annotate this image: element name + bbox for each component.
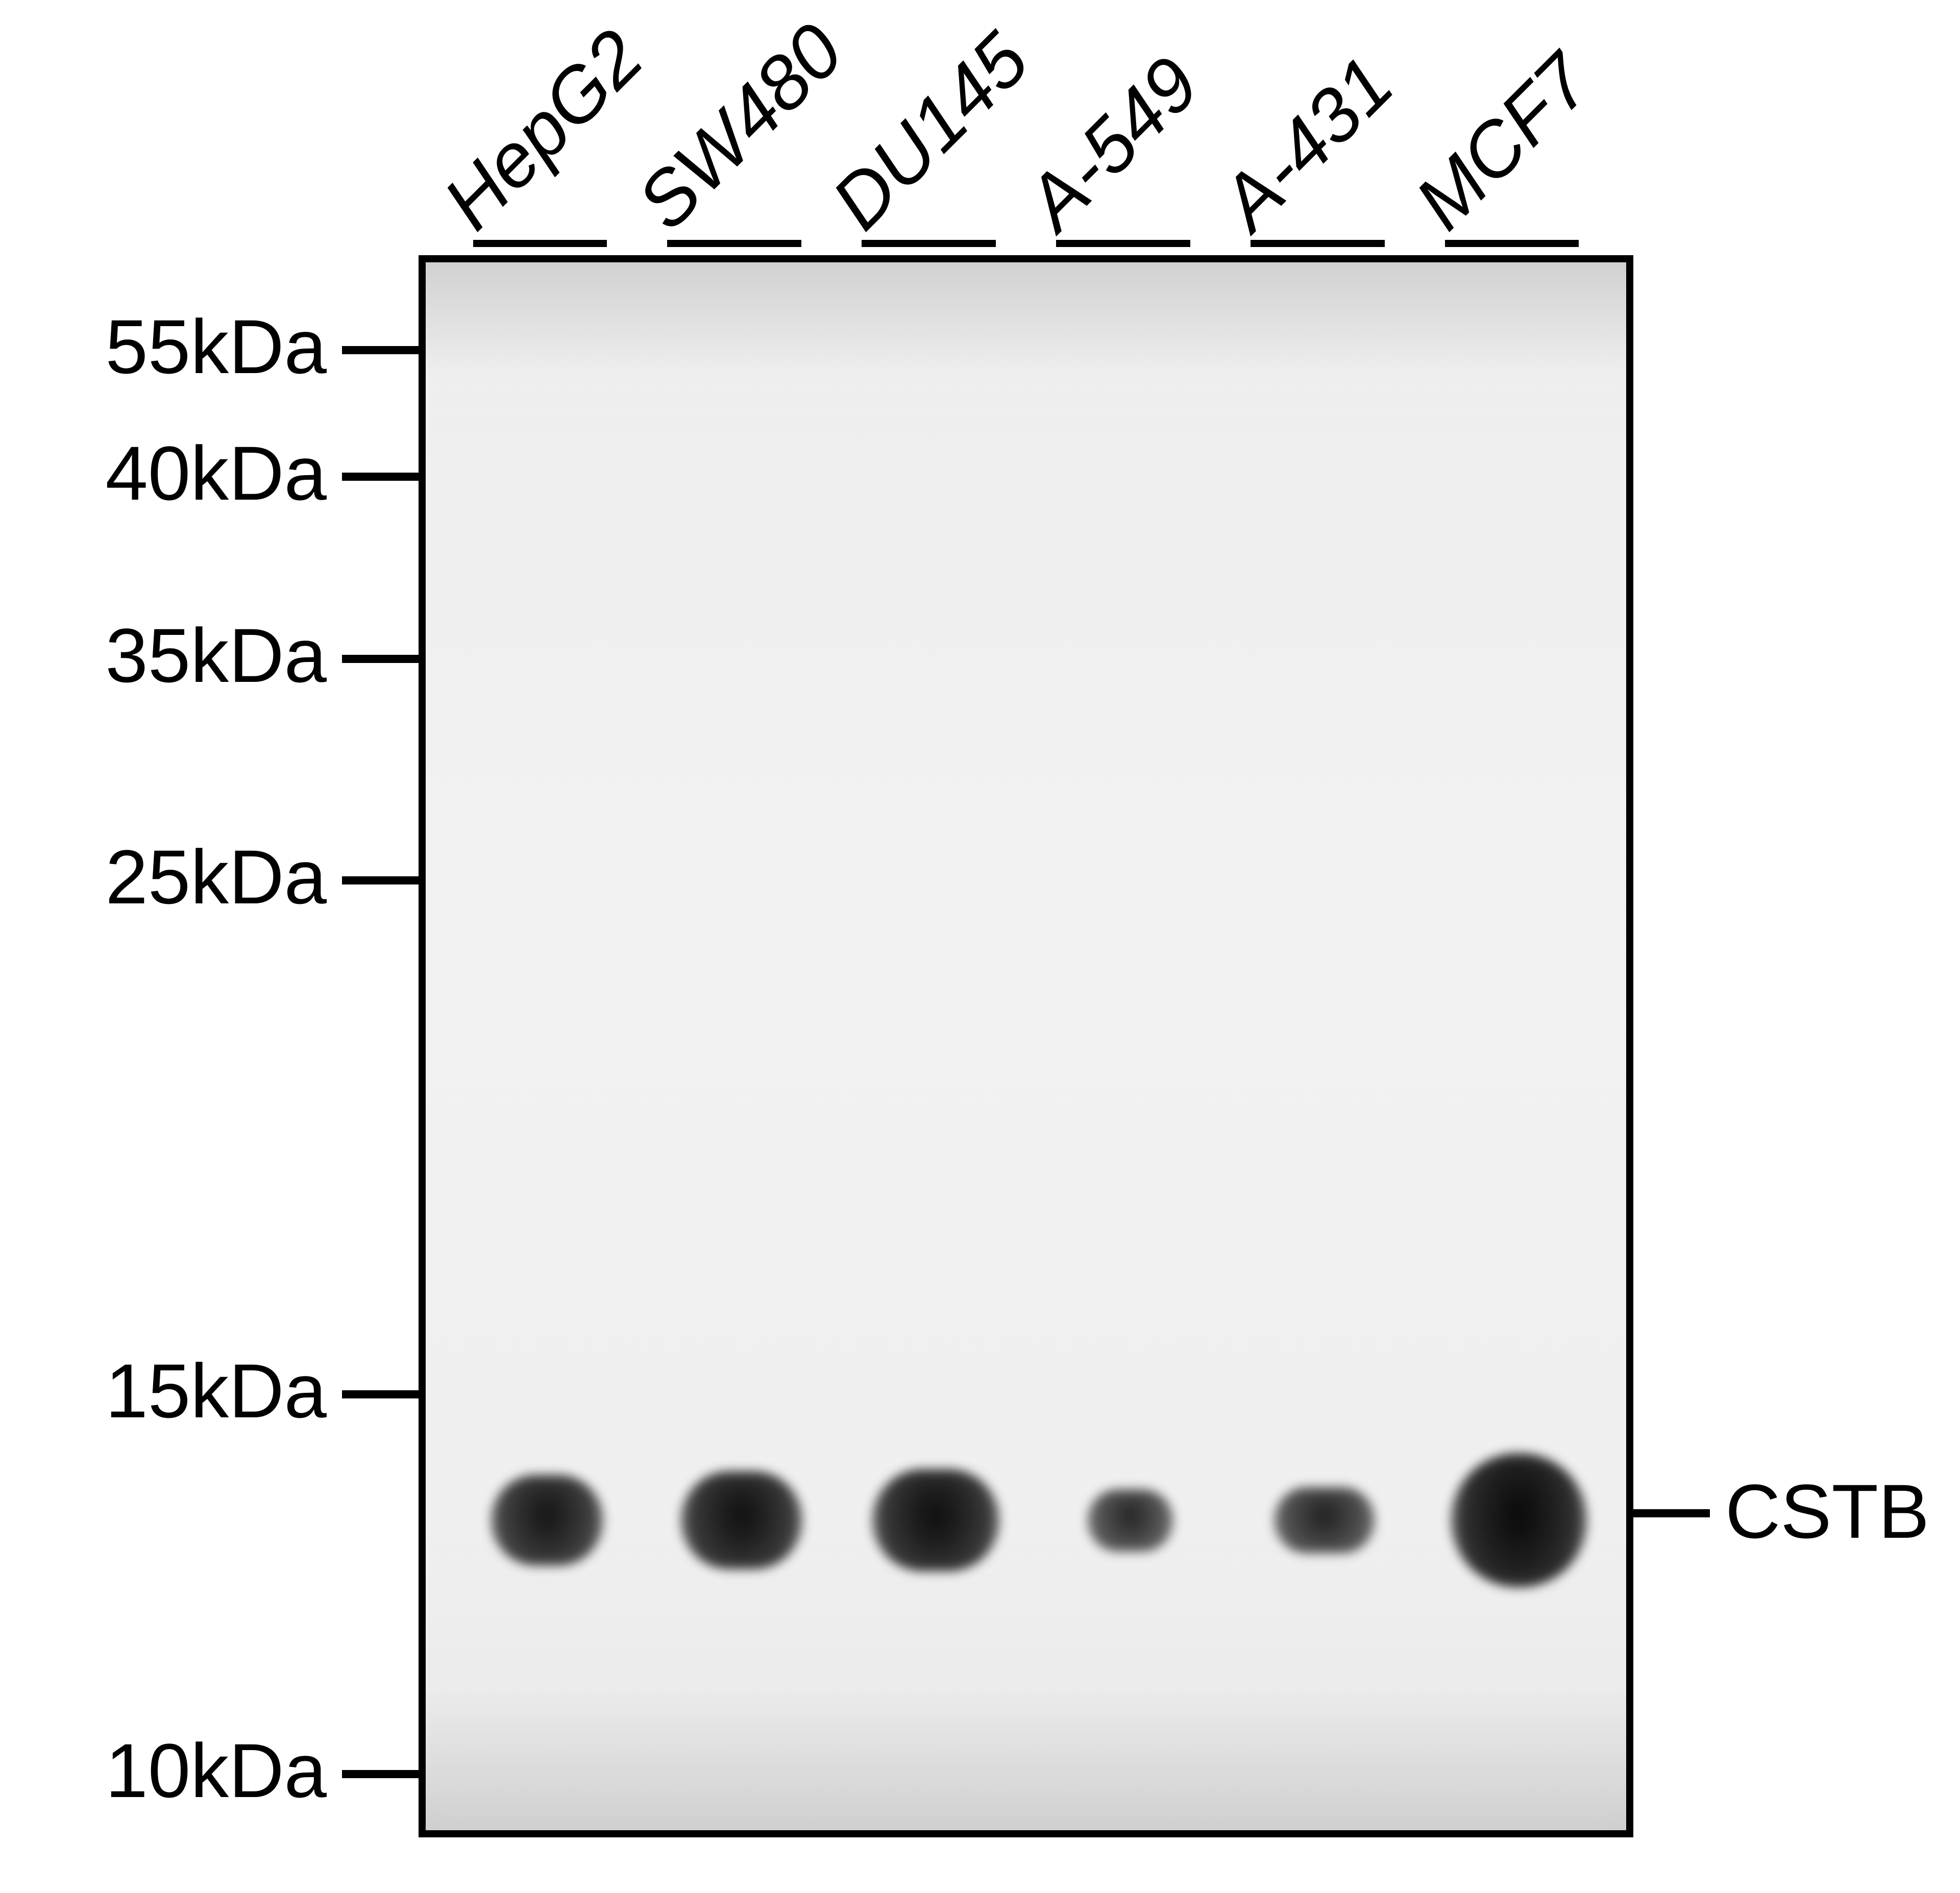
- mw-tick: [342, 1390, 419, 1398]
- mw-label: 25kDa: [105, 833, 327, 921]
- lane-label: A-431: [1203, 40, 1410, 247]
- band: [680, 1471, 803, 1569]
- mw-label: 10kDa: [105, 1727, 327, 1815]
- band: [1451, 1453, 1587, 1588]
- western-blot-figure: HepG2SW480DU145A-549A-431MCF7 55kDa 40kDa…: [0, 0, 1960, 1893]
- band: [1087, 1489, 1174, 1552]
- mw-tick: [342, 473, 419, 481]
- lane-label: SW480: [620, 7, 860, 247]
- mw-tick: [342, 876, 419, 884]
- target-tick: [1633, 1509, 1710, 1517]
- band: [1273, 1487, 1376, 1553]
- blot-background: [426, 262, 1626, 1830]
- band: [491, 1474, 604, 1566]
- film-noise: [426, 262, 1626, 1830]
- mw-tick: [342, 1770, 419, 1778]
- mw-tick: [342, 346, 419, 354]
- mw-label: 35kDa: [105, 611, 327, 700]
- mw-tick: [342, 655, 419, 663]
- lane-label: A-549: [1009, 40, 1216, 247]
- lane-label: HepG2: [426, 13, 659, 247]
- mw-label: 55kDa: [105, 303, 327, 391]
- mw-label: 15kDa: [105, 1347, 327, 1435]
- band: [872, 1469, 1000, 1572]
- lane-label: DU145: [815, 16, 1045, 247]
- target-label: CSTB: [1725, 1467, 1929, 1556]
- lane-label: MCF7: [1398, 37, 1607, 247]
- mw-label: 40kDa: [105, 429, 327, 518]
- blot-frame: [419, 255, 1633, 1837]
